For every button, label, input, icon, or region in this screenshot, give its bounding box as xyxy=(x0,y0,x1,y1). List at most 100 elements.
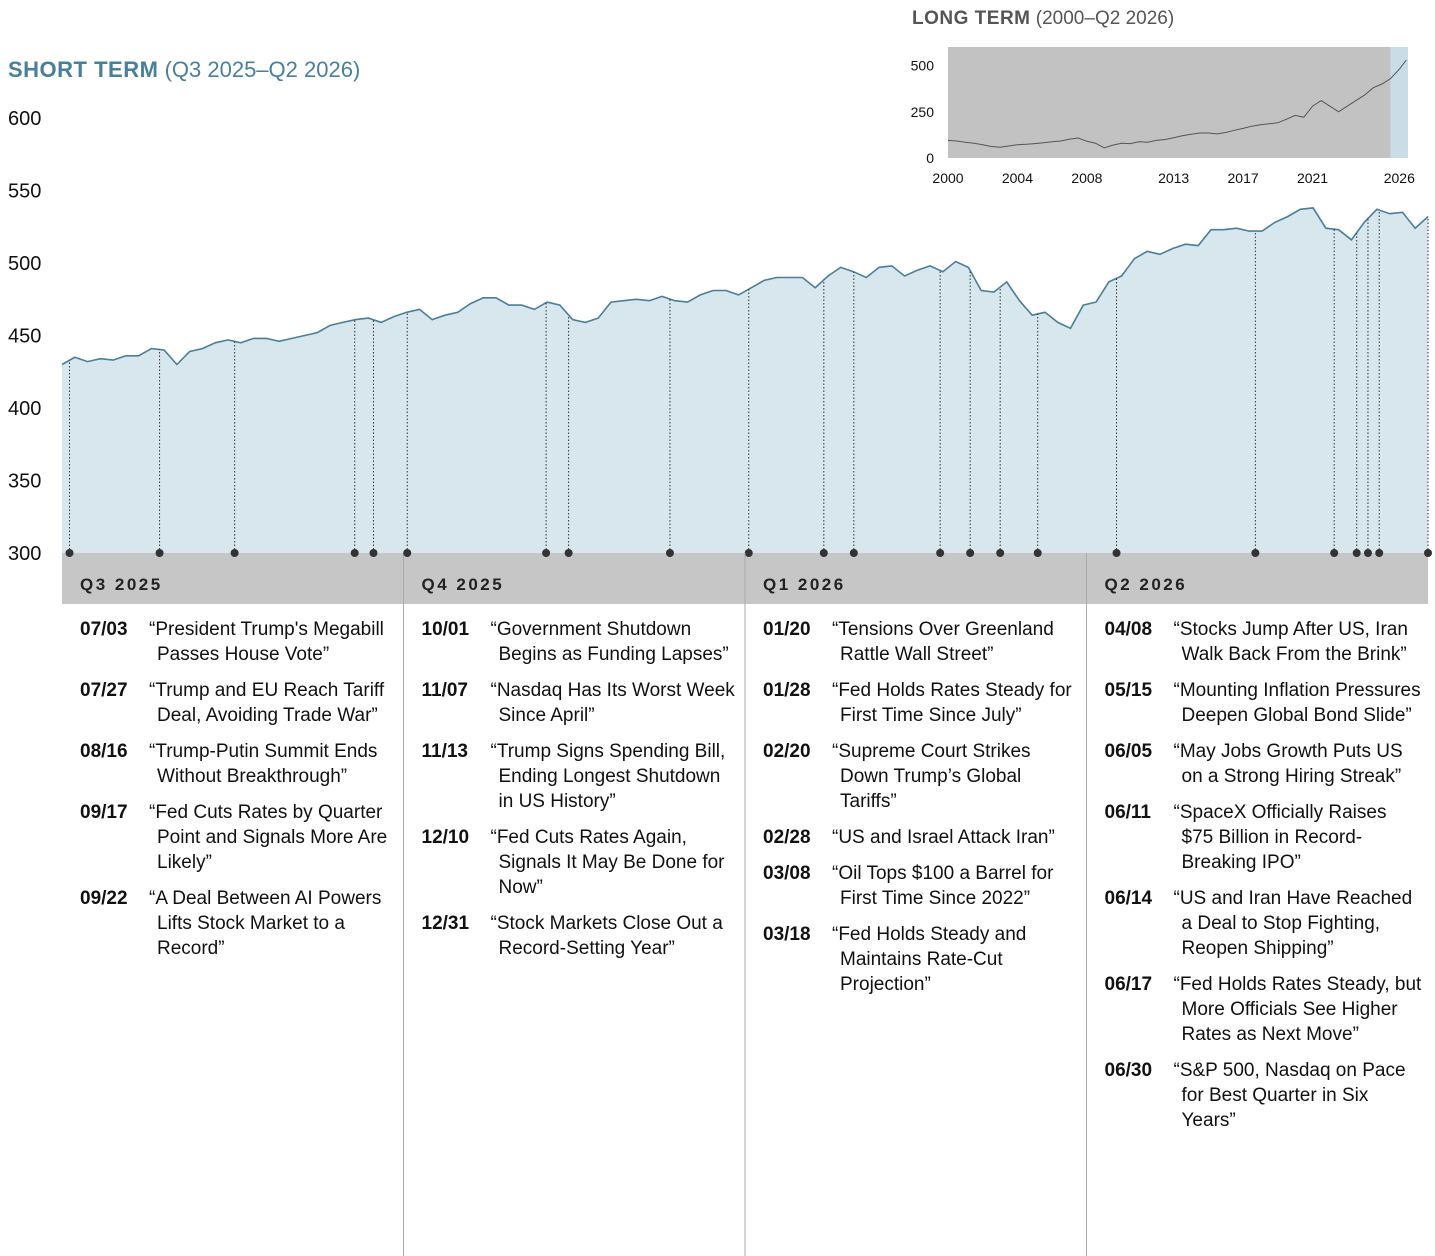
event-date: 06/11 xyxy=(1104,802,1152,823)
event-date: 12/10 xyxy=(421,827,470,848)
event-headline: “Government Shutdown Begins as Funding L… xyxy=(490,619,729,665)
inset-x-tick-label: 2000 xyxy=(932,170,963,186)
event-headline: “Tensions Over Greenland Rattle Wall Str… xyxy=(832,619,1054,665)
y-tick-label: 350 xyxy=(8,471,41,493)
event-date: 05/15 xyxy=(1104,680,1153,701)
event-headline: “A Deal Between AI Powers Lifts Stock Ma… xyxy=(149,888,382,959)
event-marker xyxy=(936,549,945,557)
quarter-label: Q1 2026 xyxy=(763,575,846,594)
long-title: LONG TERM (2000–Q2 2026) xyxy=(912,8,1174,29)
event-marker xyxy=(1363,549,1372,557)
inset-x-tick-label: 2013 xyxy=(1158,170,1189,186)
event-date: 07/03 xyxy=(80,619,128,640)
event-marker xyxy=(1352,549,1361,557)
event-headline: “Stock Markets Close Out a Record-Settin… xyxy=(490,913,723,959)
y-tick-label: 300 xyxy=(8,543,41,565)
event-date: 12/31 xyxy=(421,913,470,934)
subtitle: (2000–Q2 2026) xyxy=(1036,8,1174,29)
event-headline: “S&P 500, Nasdaq on Pace for Best Quarte… xyxy=(1173,1060,1406,1131)
y-tick-label: 400 xyxy=(8,398,41,420)
inset-x-tick-label: 2026 xyxy=(1384,170,1415,186)
event-marker xyxy=(996,549,1005,557)
quarter-label: Q4 2025 xyxy=(422,575,505,594)
event-marker xyxy=(542,549,551,557)
event-date: 01/28 xyxy=(763,680,811,701)
event-date: 04/08 xyxy=(1104,619,1153,640)
inset-background xyxy=(948,47,1391,158)
event-headline: “Fed Holds Steady and Maintains Rate-Cut… xyxy=(832,924,1027,995)
y-tick-label: 500 xyxy=(8,253,41,275)
event-headline: “Fed Cuts Rates by Quarter Point and Sig… xyxy=(149,802,388,873)
event-date: 08/16 xyxy=(80,741,128,762)
event-marker xyxy=(1330,549,1339,557)
event-marker xyxy=(966,549,975,557)
event-date: 11/13 xyxy=(421,741,469,762)
event-marker xyxy=(744,549,753,557)
inset-x-tick-label: 2017 xyxy=(1228,170,1259,186)
event-headline: “SpaceX Officially Raises $75 Billion in… xyxy=(1173,802,1387,873)
event-headline: “Fed Cuts Rates Again, Signals It May Be… xyxy=(490,827,725,898)
inset-x-tick-label: 2004 xyxy=(1002,170,1033,186)
event-marker xyxy=(1251,549,1260,557)
event-headline: “Trump and EU Reach Tariff Deal, Avoidin… xyxy=(149,680,385,726)
event-headline: “Stocks Jump After US, Iran Walk Back Fr… xyxy=(1173,619,1408,665)
event-date: 09/22 xyxy=(80,888,128,909)
event-headline: “Fed Holds Rates Steady, but More Offici… xyxy=(1173,974,1422,1045)
event-headline: “US and Iran Have Reached a Deal to Stop… xyxy=(1173,888,1413,959)
event-headline: “Supreme Court Strikes Down Trump’s Glob… xyxy=(832,741,1031,812)
event-headline: “Mounting Inflation Pressures Deepen Glo… xyxy=(1173,680,1421,726)
inset-x-tick-label: 2021 xyxy=(1297,170,1328,186)
event-date: 02/20 xyxy=(763,741,811,762)
event-headline: “Fed Holds Rates Steady for First Time S… xyxy=(832,680,1072,726)
event-marker xyxy=(350,549,359,557)
inset-line xyxy=(947,59,1407,149)
event-date: 01/20 xyxy=(763,619,811,640)
short-title: SHORT TERM (Q3 2025–Q2 2026) xyxy=(8,57,360,82)
event-marker xyxy=(230,549,239,557)
title: LONG TERM xyxy=(912,8,1031,29)
event-marker xyxy=(665,549,674,557)
inset-y-tick-label: 250 xyxy=(911,104,935,120)
title: SHORT TERM xyxy=(8,57,158,82)
event-headline: “Nasdaq Has Its Worst Week Since April” xyxy=(490,680,735,726)
event-date: 03/18 xyxy=(763,924,811,945)
event-date: 11/07 xyxy=(421,680,469,701)
subtitle: (Q3 2025–Q2 2026) xyxy=(165,57,361,82)
area xyxy=(62,207,1428,553)
event-date: 03/08 xyxy=(763,863,811,884)
event-marker xyxy=(1033,549,1042,557)
event-marker xyxy=(65,549,74,557)
event-date: 06/30 xyxy=(1104,1060,1153,1081)
event-date: 06/14 xyxy=(1104,888,1153,909)
event-marker xyxy=(1112,549,1121,557)
inset-y-tick-label: 0 xyxy=(926,150,934,166)
event-date: 06/05 xyxy=(1104,741,1153,762)
event-marker xyxy=(1424,549,1432,557)
event-marker xyxy=(819,549,828,557)
event-headline: “May Jobs Growth Puts US on a Strong Hir… xyxy=(1173,741,1403,787)
event-date: 09/17 xyxy=(80,802,128,823)
event-marker xyxy=(849,549,858,557)
event-marker xyxy=(369,549,378,557)
event-headline: “US and Israel Attack Iran” xyxy=(832,827,1055,848)
event-date: 02/28 xyxy=(763,827,811,848)
event-headline: “President Trump's Megabill Passes House… xyxy=(149,619,384,665)
event-date: 06/17 xyxy=(1104,974,1153,995)
y-tick-label: 600 xyxy=(8,108,41,130)
inset-highlight xyxy=(1390,47,1408,158)
inset-y-tick-label: 500 xyxy=(911,58,935,74)
event-marker xyxy=(403,549,412,557)
event-headline: “Trump-Putin Summit Ends Without Breakth… xyxy=(149,741,378,787)
event-date: 10/01 xyxy=(421,619,470,640)
y-tick-label: 450 xyxy=(8,326,41,348)
quarter-label: Q3 2025 xyxy=(80,575,163,594)
event-headline: “Oil Tops $100 a Barrel for First Time S… xyxy=(832,863,1054,909)
event-marker xyxy=(1375,549,1384,557)
event-marker xyxy=(155,549,164,557)
inset-x-tick-label: 2008 xyxy=(1071,170,1102,186)
event-date: 07/27 xyxy=(80,680,128,701)
event-marker xyxy=(564,549,573,557)
y-tick-label: 550 xyxy=(8,181,41,203)
